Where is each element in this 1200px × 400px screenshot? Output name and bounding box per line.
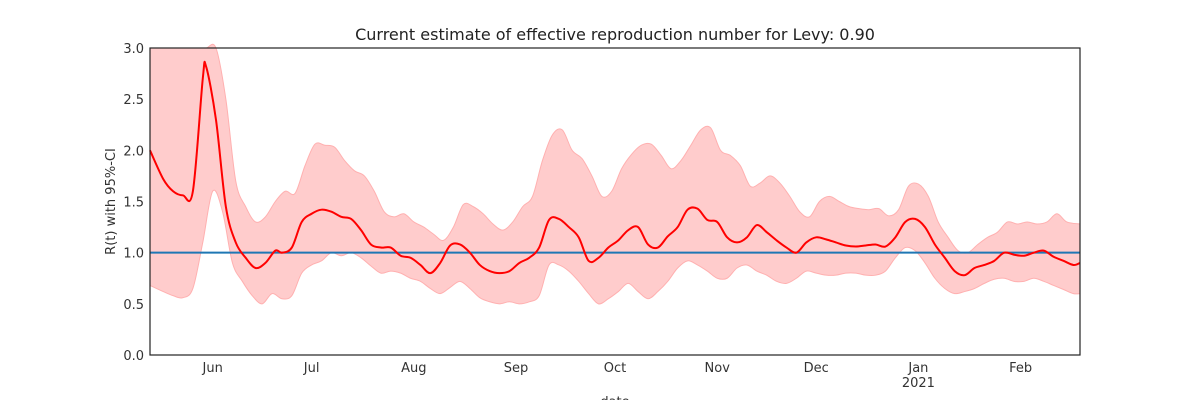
x-tick-label: Feb xyxy=(1009,361,1032,376)
x-tick-label: Nov xyxy=(705,361,731,376)
x-tick-label: Jun xyxy=(202,361,223,376)
y-tick-label: 2.0 xyxy=(123,144,144,159)
plot-area xyxy=(149,43,1081,305)
x-axis-label: date xyxy=(600,395,629,400)
axes-frame xyxy=(149,47,1081,356)
chart-title: Current estimate of effective reproducti… xyxy=(355,25,875,44)
y-tick-label: 1.0 xyxy=(123,247,144,262)
x-tick-label: Aug xyxy=(401,361,426,376)
y-tick-label: 0.5 xyxy=(123,298,144,313)
x-tick-label: Oct xyxy=(604,361,626,376)
x-tick-year-label: 2021 xyxy=(902,376,935,391)
y-axis-label: R(t) with 95%-CI xyxy=(104,148,119,255)
y-tick-label: 3.0 xyxy=(123,42,144,57)
x-tick-label: Sep xyxy=(504,361,529,376)
y-axis: 0.0 0.5 1.0 1.5 2.0 2.5 3.0 xyxy=(123,42,144,364)
estimate-line xyxy=(149,60,1081,277)
x-tick-label: Jan xyxy=(907,361,928,376)
y-tick-label: 1.5 xyxy=(123,196,144,211)
confidence-band xyxy=(149,43,1081,305)
x-tick-label: Jul xyxy=(303,361,320,376)
y-tick-label: 0.0 xyxy=(123,349,144,364)
x-tick-label: Dec xyxy=(804,361,829,376)
y-tick-label: 2.5 xyxy=(123,93,144,108)
